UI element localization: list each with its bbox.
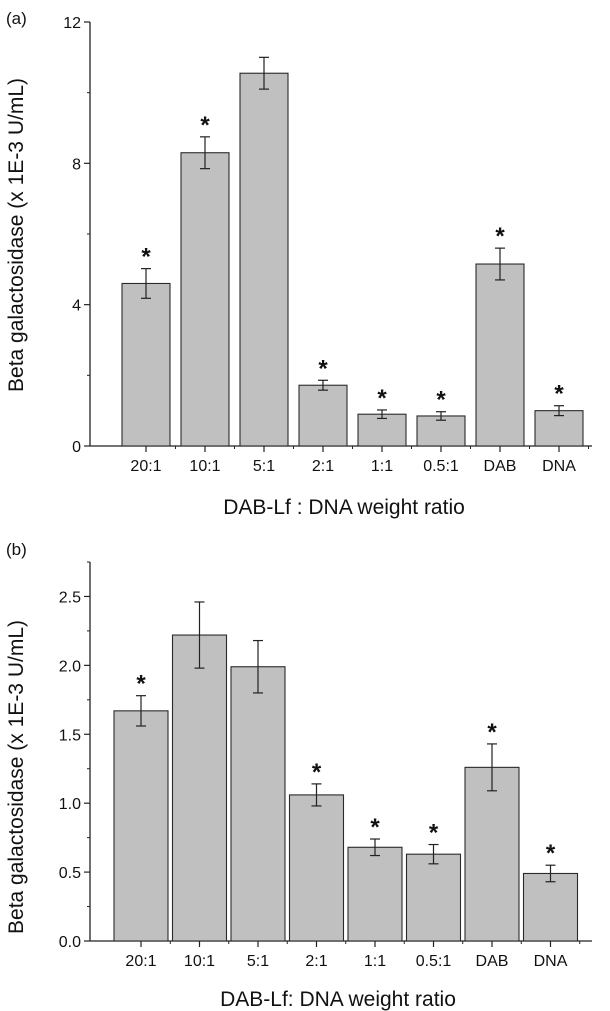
significance-marker: * — [377, 385, 387, 412]
y-tick-label: 12 — [63, 15, 81, 32]
y-axis-title: Beta galactosidase (x 1E-3 U/mL) — [5, 78, 28, 392]
significance-marker: * — [141, 244, 151, 271]
bar — [298, 384, 348, 447]
y-tick-label: 4 — [72, 298, 81, 315]
y-axis-title: Beta galactosidase (x 1E-3 U/mL) — [5, 620, 28, 934]
bar — [230, 666, 286, 942]
y-tick-label: 8 — [72, 156, 81, 173]
significance-marker: * — [495, 223, 505, 250]
significance-marker: * — [200, 112, 210, 139]
y-tick-label: 2.0 — [59, 658, 81, 675]
panel-label: (a) — [6, 9, 27, 28]
x-tick-label: 5:1 — [247, 953, 269, 970]
significance-marker: * — [370, 814, 380, 841]
bar — [464, 766, 520, 942]
y-axis-title-group: Beta galactosidase (x 1E-3 U/mL) — [5, 78, 28, 392]
x-tick-label: DAB — [476, 953, 509, 970]
x-tick-label: 5:1 — [253, 458, 275, 475]
x-tick-label: DAB — [484, 458, 517, 475]
x-tick-label: DNA — [542, 458, 576, 475]
y-tick-label: 1.5 — [59, 727, 81, 744]
x-tick-label: DNA — [534, 953, 568, 970]
significance-marker: * — [487, 719, 497, 746]
x-tick-label: 10:1 — [189, 458, 220, 475]
x-tick-label: 1:1 — [371, 458, 393, 475]
x-tick-label: 1:1 — [364, 953, 386, 970]
significance-marker: * — [312, 759, 322, 786]
plot-area: 0 4 8 12 20:1 * 10:1 * 5:1 2:1 * 1:1 * 0.5:1 * DAB * DNA * — [63, 15, 592, 475]
significance-marker: * — [546, 840, 556, 867]
x-tick-label: 20:1 — [125, 953, 156, 970]
x-tick-label: 0.5:1 — [423, 458, 459, 475]
x-tick-label: 10:1 — [184, 953, 215, 970]
bar — [239, 72, 289, 447]
bar — [121, 282, 171, 447]
y-tick-label: 1.0 — [59, 796, 81, 813]
significance-marker: * — [436, 387, 446, 414]
x-axis-title: DAB-Lf : DNA weight ratio — [223, 496, 465, 519]
significance-marker: * — [136, 671, 146, 698]
x-tick-label: 20:1 — [130, 458, 161, 475]
bar — [347, 846, 403, 942]
bar — [113, 710, 169, 942]
significance-marker: * — [429, 820, 439, 847]
significance-marker: * — [318, 355, 328, 382]
y-tick-label: 0 — [72, 439, 81, 456]
x-tick-label: 2:1 — [305, 953, 327, 970]
y-tick-label: 0.5 — [59, 865, 81, 882]
significance-marker: * — [554, 381, 564, 408]
y-tick-label: 0.0 — [59, 934, 81, 951]
plot-area: 0.0 0.5 1.0 1.5 2.0 2.5 20:1 * 10:1 5:1 2:1 * 1:1 * 0.… — [59, 561, 592, 970]
x-axis-title: DAB-Lf: DNA weight ratio — [220, 988, 456, 1011]
bar — [416, 415, 466, 447]
bar — [288, 794, 345, 942]
chart-panel-a: (a) Beta galactosidase (x 1E-3 U/mL) DAB… — [5, 9, 592, 519]
y-tick-label: 2.5 — [59, 589, 81, 606]
bar — [405, 853, 462, 942]
bar — [171, 634, 228, 942]
bar — [475, 263, 525, 447]
chart-panel-b: (b) Beta galactosidase (x 1E-3 U/mL) DAB… — [5, 540, 592, 1011]
bar — [534, 410, 584, 447]
bar — [357, 413, 407, 447]
y-axis-title-group: Beta galactosidase (x 1E-3 U/mL) — [5, 620, 28, 934]
x-tick-label: 2:1 — [312, 458, 334, 475]
bar — [180, 152, 230, 447]
panel-label: (b) — [6, 540, 27, 559]
x-tick-label: 0.5:1 — [416, 953, 452, 970]
bar — [522, 872, 579, 942]
